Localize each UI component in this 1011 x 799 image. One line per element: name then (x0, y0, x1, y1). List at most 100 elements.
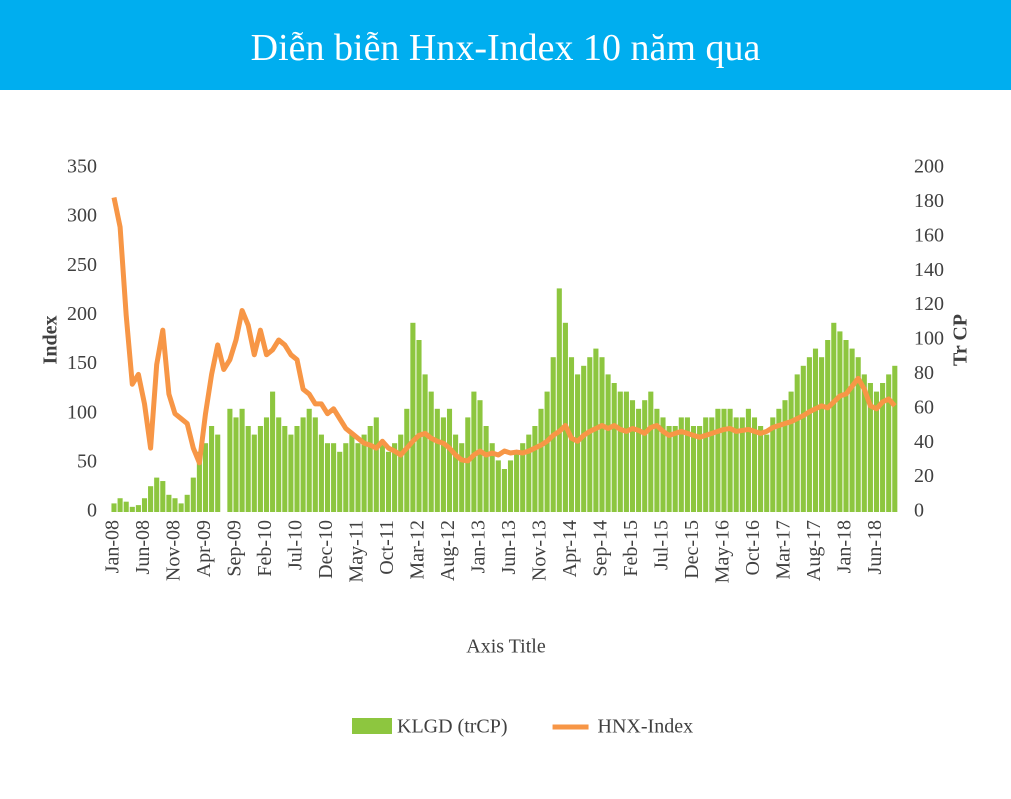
bar (617, 391, 623, 512)
bar (873, 391, 880, 512)
bar (684, 417, 690, 512)
bar (605, 374, 611, 512)
bar (385, 451, 392, 512)
bar (172, 498, 178, 512)
x-tick-label: May-16 (712, 520, 734, 583)
bar (239, 408, 245, 512)
bar (117, 498, 123, 512)
bar (306, 408, 312, 512)
bar (672, 426, 678, 512)
bar (416, 340, 422, 512)
y-axis-title: Index (40, 316, 62, 365)
legend-label: HNX-Index (598, 716, 694, 738)
bar (587, 357, 593, 512)
y2-tick-label: 0 (914, 500, 924, 522)
line (111, 196, 897, 466)
bar (581, 365, 587, 512)
bar (361, 434, 367, 512)
bar (526, 434, 532, 512)
bar (532, 426, 538, 512)
bar (776, 408, 782, 512)
y-tick-label: 100 (67, 401, 97, 423)
bar (251, 434, 257, 512)
x-tick-label: Jul-10 (285, 520, 307, 570)
bar (855, 357, 861, 512)
bar (465, 417, 471, 512)
bar (538, 408, 544, 512)
bar (453, 434, 459, 512)
bar (642, 400, 648, 512)
bar (349, 434, 355, 512)
x-tick-label: Jan-18 (834, 520, 856, 573)
bar (263, 417, 270, 512)
x-tick-label: Sep-14 (590, 520, 612, 577)
y2-tick-label: 60 (914, 396, 934, 418)
bar (276, 417, 282, 512)
bar (666, 426, 672, 512)
y-tick-label: 200 (67, 303, 97, 325)
bar (629, 400, 636, 512)
bar (837, 331, 843, 512)
bar (825, 340, 831, 512)
bar (715, 408, 721, 512)
bar (739, 417, 745, 512)
bar (867, 383, 873, 512)
bar (514, 451, 520, 512)
x-tick-label: May-11 (346, 520, 368, 583)
bar (227, 408, 233, 512)
x-tick-label: Mar-12 (407, 520, 429, 580)
y2-tick-label: 20 (914, 465, 934, 487)
y-tick-label: 350 (67, 156, 97, 178)
x-tick-label: Mar-17 (773, 520, 795, 580)
bar (331, 443, 337, 512)
x-tick-label: Feb-10 (254, 520, 276, 577)
bar (166, 494, 172, 512)
bar (501, 469, 507, 512)
x-tick-label: Jan-08 (102, 520, 124, 573)
y2-tick-label: 80 (914, 362, 934, 384)
bar (745, 408, 751, 512)
bar (654, 408, 660, 512)
x-tick-label: Jul-15 (651, 520, 673, 570)
bar (483, 426, 489, 512)
bar (599, 357, 605, 512)
x-tick-label: Nov-08 (163, 520, 185, 581)
y-tick-label: 300 (67, 205, 97, 227)
bar (636, 408, 642, 512)
x-tick-label: Sep-09 (224, 520, 246, 577)
bar (819, 357, 825, 512)
bar (318, 434, 324, 512)
bar (733, 417, 739, 512)
bar (660, 417, 666, 512)
bar (337, 451, 343, 512)
bar (471, 391, 477, 512)
legend-swatch (352, 718, 392, 734)
bar (892, 365, 898, 512)
bar (520, 443, 526, 512)
bar (440, 417, 446, 512)
bar (190, 477, 196, 512)
bar (404, 408, 410, 512)
bar (764, 434, 770, 512)
bar (324, 443, 331, 512)
bar (270, 391, 276, 512)
y2-tick-label: 100 (914, 328, 944, 350)
bar (111, 503, 117, 512)
x-tick-label: Jun-08 (132, 520, 154, 574)
bar (184, 494, 190, 512)
bar (123, 501, 129, 512)
bar (703, 417, 709, 512)
bar (782, 400, 788, 512)
bar (477, 400, 483, 512)
bar (446, 408, 453, 512)
bar (434, 408, 440, 512)
bar (343, 443, 349, 512)
bar (758, 426, 764, 512)
bar (282, 426, 288, 512)
bar (215, 434, 221, 512)
bar (257, 426, 263, 512)
bar (288, 434, 294, 512)
bar (233, 417, 239, 512)
